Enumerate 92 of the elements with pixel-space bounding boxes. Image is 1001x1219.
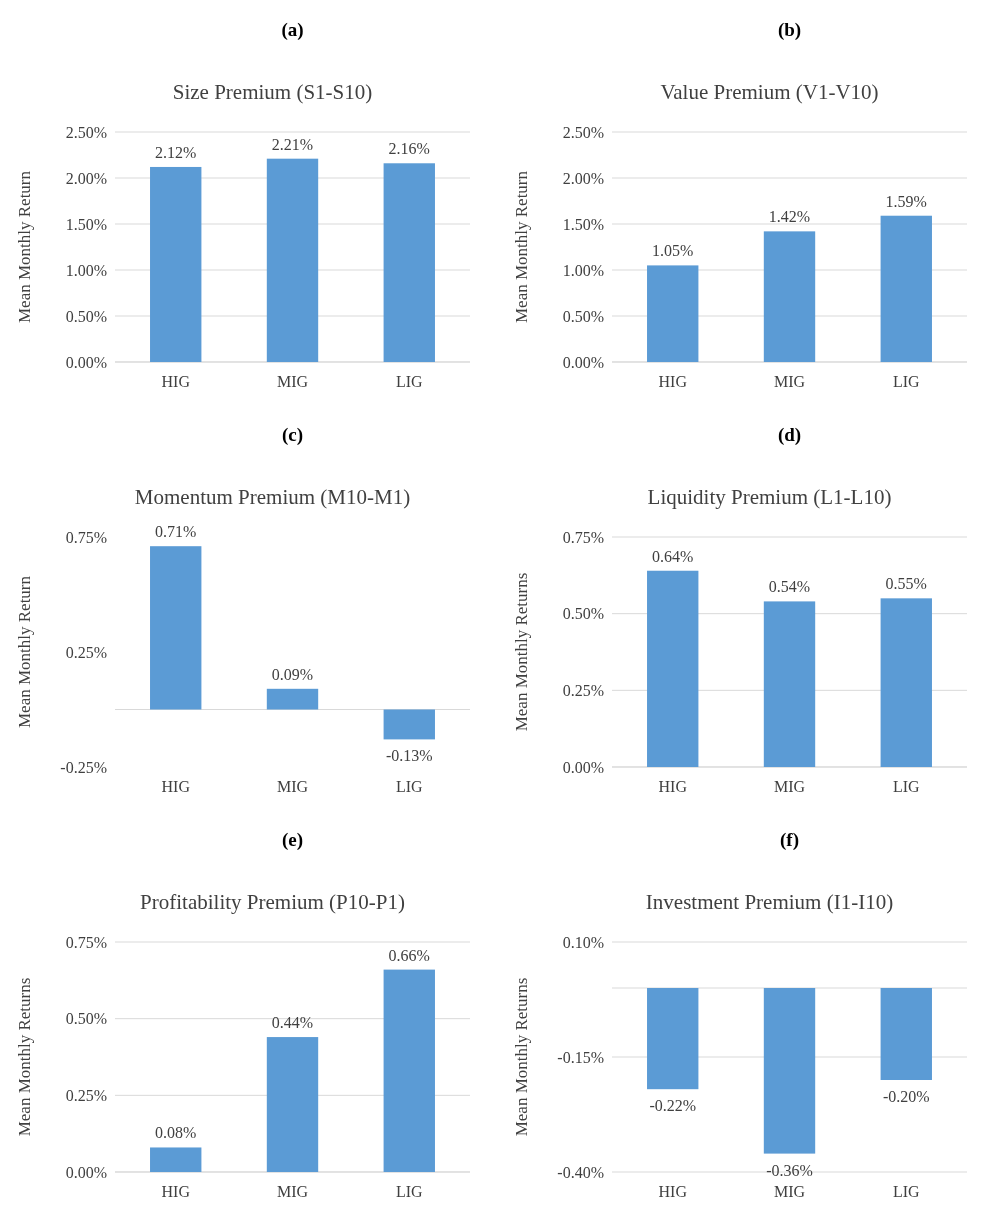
x-tick-label: HIG xyxy=(658,1183,688,1200)
y-axis-title: Mean Monthly Returns xyxy=(512,572,531,732)
y-tick-label: 0.75% xyxy=(562,528,604,546)
y-axis-title: Mean Monthly Return xyxy=(15,170,34,324)
bar xyxy=(383,709,435,740)
y-tick-label: 0.00% xyxy=(65,1163,107,1181)
y-tick-label: -0.15% xyxy=(557,1048,604,1066)
chart-title: Value Premium (V1-V10) xyxy=(660,80,879,104)
text: (e) xyxy=(281,829,304,851)
y-tick-label: -0.40% xyxy=(557,1163,604,1181)
text: (a) xyxy=(281,19,304,41)
x-tick-label: LIG xyxy=(395,1183,424,1200)
chart-title: Size Premium (S1-S10) xyxy=(172,80,373,104)
x-tick-label: LIG xyxy=(395,778,424,795)
chart-title: Investment Premium (I1-I10) xyxy=(645,890,894,914)
x-tick-label: MIG xyxy=(773,778,806,795)
y-tick-label: 1.50% xyxy=(562,215,604,233)
y-tick-label: 0.00% xyxy=(65,353,107,371)
text: (b) xyxy=(777,19,802,41)
x-tick-label: MIG xyxy=(276,778,309,795)
data-label: 1.42% xyxy=(768,208,811,226)
text: (c) xyxy=(281,424,304,446)
y-tick-label: 0.25% xyxy=(65,643,107,661)
x-tick-label: LIG xyxy=(892,778,921,795)
bar xyxy=(266,688,319,710)
bar xyxy=(150,1147,202,1172)
bar xyxy=(763,231,816,362)
data-label: 0.71% xyxy=(155,523,197,541)
y-tick-label: 0.00% xyxy=(562,758,604,776)
bar xyxy=(880,215,932,362)
y-tick-label: 0.75% xyxy=(65,933,107,951)
bar xyxy=(880,598,932,767)
x-tick-label: HIG xyxy=(658,373,688,390)
chart-title: Momentum Premium (M10-M1) xyxy=(134,485,411,509)
y-tick-label: 0.50% xyxy=(65,307,107,325)
bar xyxy=(383,969,435,1172)
y-tick-label: -0.25% xyxy=(60,758,107,776)
x-tick-label: LIG xyxy=(395,373,424,390)
data-label: 0.08% xyxy=(155,1124,197,1142)
x-tick-label: HIG xyxy=(161,373,191,390)
x-tick-label: MIG xyxy=(773,1183,806,1200)
y-axis-title: Mean Monthly Returns xyxy=(15,977,34,1137)
y-tick-label: 0.50% xyxy=(562,605,604,623)
x-tick-label: HIG xyxy=(161,778,191,795)
y-axis-title: Mean Monthly Return xyxy=(512,170,531,324)
data-label: -0.20% xyxy=(882,1088,930,1105)
data-label: -0.22% xyxy=(649,1097,697,1115)
data-label: 2.21% xyxy=(271,135,314,153)
data-label: 0.54% xyxy=(768,578,811,596)
y-tick-label: 1.00% xyxy=(562,261,604,279)
text: (f) xyxy=(780,829,799,851)
y-tick-label: 0.75% xyxy=(65,528,107,546)
data-label: 0.66% xyxy=(388,946,430,964)
y-tick-label: 0.25% xyxy=(562,681,604,699)
x-tick-label: MIG xyxy=(773,373,806,390)
x-tick-label: HIG xyxy=(161,1183,191,1200)
y-tick-label: 2.50% xyxy=(65,123,107,141)
data-label: 0.44% xyxy=(271,1014,314,1032)
bar xyxy=(763,601,816,767)
text: (d) xyxy=(777,424,802,446)
bar xyxy=(150,546,202,710)
bar xyxy=(647,265,699,362)
x-tick-label: LIG xyxy=(892,373,921,390)
bar xyxy=(266,1037,319,1172)
data-label: 0.64% xyxy=(652,547,694,565)
y-tick-label: 0.25% xyxy=(65,1086,107,1104)
data-label: 1.05% xyxy=(652,242,694,260)
x-tick-label: MIG xyxy=(276,1183,309,1200)
y-tick-label: 0.50% xyxy=(562,307,604,325)
x-tick-label: LIG xyxy=(892,1183,921,1200)
x-tick-label: HIG xyxy=(658,778,688,795)
y-tick-label: 0.10% xyxy=(562,933,604,951)
data-label: 0.09% xyxy=(271,665,314,683)
y-tick-label: 2.00% xyxy=(562,169,604,187)
y-tick-label: 2.50% xyxy=(562,123,604,141)
x-tick-label: MIG xyxy=(276,373,309,390)
y-tick-label: 1.00% xyxy=(65,261,107,279)
data-label: -0.36% xyxy=(766,1161,813,1179)
y-tick-label: 2.00% xyxy=(65,169,107,187)
data-label: 1.59% xyxy=(885,192,927,210)
data-label: 2.12% xyxy=(155,143,197,161)
y-tick-label: 1.50% xyxy=(65,215,107,233)
data-label: 0.55% xyxy=(885,575,927,593)
y-axis-title: Mean Monthly Return xyxy=(15,575,34,729)
y-tick-label: 0.50% xyxy=(65,1010,107,1028)
chart-title: Profitability Premium (P10-P1) xyxy=(140,890,405,914)
data-label: -0.13% xyxy=(385,747,433,765)
data-label: 2.16% xyxy=(388,140,430,158)
bar xyxy=(647,570,699,767)
chart-title: Liquidity Premium (L1-L10) xyxy=(647,485,892,509)
y-axis-title: Mean Monthly Returns xyxy=(512,977,531,1137)
y-tick-label: 0.00% xyxy=(562,353,604,371)
